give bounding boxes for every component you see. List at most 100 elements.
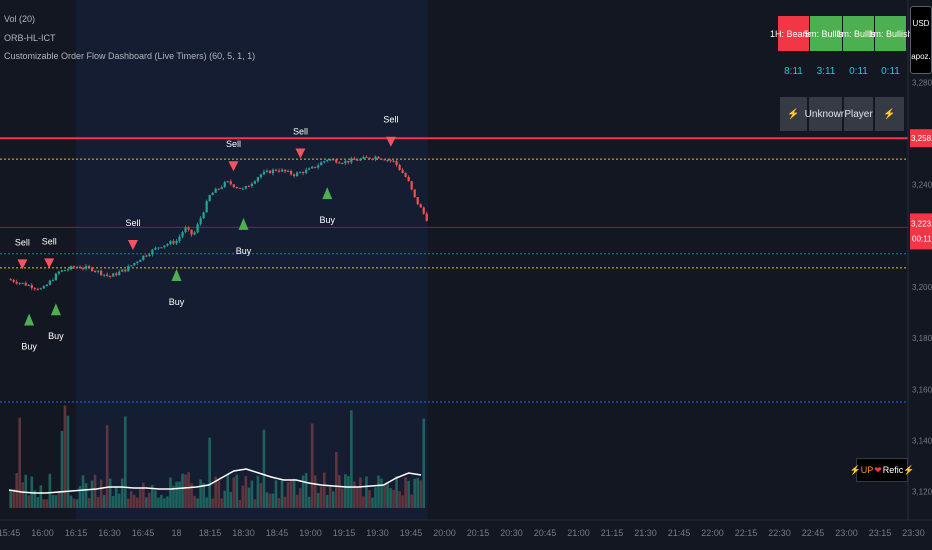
volume-bar (316, 492, 320, 508)
candle-body (317, 165, 320, 168)
volume-bar (51, 494, 55, 508)
candle-body (247, 186, 250, 188)
volume-bar (313, 475, 317, 508)
candle-body (283, 169, 287, 172)
candle-body (232, 184, 235, 188)
candle-body (344, 160, 347, 164)
badge-left: ⚡UP (849, 464, 874, 475)
price-label-red: 3,258.2 (911, 134, 932, 143)
candle-body (425, 213, 428, 221)
volume-bar (169, 477, 172, 508)
candle-body (311, 166, 314, 169)
buy-marker-0 (24, 313, 35, 326)
volume-bar (60, 430, 64, 508)
sell-label-3: Sell (226, 139, 241, 149)
volume-bar (253, 499, 257, 508)
volume-bar (359, 477, 362, 508)
volume-bar (205, 497, 208, 508)
candle-body (87, 266, 91, 268)
candle-body (103, 274, 106, 276)
candle-body (190, 229, 193, 235)
volume-bar (244, 476, 248, 508)
candle-body (302, 172, 305, 174)
volume-bar (226, 473, 230, 508)
candle-body (347, 160, 350, 163)
candle-body (341, 163, 344, 165)
time-tick-4: 16:45 (132, 528, 155, 538)
volume-bar (36, 497, 40, 508)
time-axis[interactable]: 15:45 16:00 16:15 16:30 16:45 18 18:15 18:30 18:… (0, 519, 932, 538)
volume-bar (148, 492, 151, 508)
volume-bar (126, 498, 130, 508)
price-tick-7: 3,140.0 (912, 436, 932, 445)
candle-body (377, 156, 380, 159)
volume-bar (160, 494, 163, 508)
volume-bar (325, 495, 329, 508)
sell-marker-4 (295, 148, 306, 159)
sell-marker-5 (385, 136, 396, 147)
currency-selector[interactable]: USD apoz. (910, 6, 932, 74)
time-tick-22: 22:15 (735, 528, 758, 538)
candle-body (193, 232, 196, 235)
sell-label-5: Sell (383, 115, 398, 125)
time-tick-24: 22:45 (802, 528, 825, 538)
timeframe-1m-cell: 1m: Bullish (837, 16, 881, 51)
candle-body (226, 181, 229, 183)
volume-bar (238, 499, 242, 508)
volume-bar (208, 437, 211, 508)
candle-body (323, 161, 326, 163)
volume-bar (139, 488, 142, 508)
session-shade (76, 0, 428, 520)
volume-bar (123, 416, 127, 508)
candle-body (398, 164, 401, 170)
legend-vol[interactable]: Vol (20) (4, 14, 36, 24)
volume-bar (392, 489, 395, 508)
candle-body (362, 156, 365, 159)
candle-body (75, 266, 79, 268)
volume-bar (66, 415, 70, 508)
volume-bar (81, 475, 85, 508)
volume-bar (117, 493, 121, 508)
candle-body (416, 197, 419, 205)
volume-bar (398, 491, 401, 508)
volume-bar (136, 497, 139, 508)
volume-bar (262, 429, 266, 508)
volume-bar (347, 476, 350, 508)
price-label-current-bg (910, 213, 932, 250)
price-axis[interactable]: 3,280.0 3,240.0 3,200.0 3,180.0 3,160.0 3,140… (907, 0, 932, 520)
time-tick-13: 20:00 (433, 528, 456, 538)
sell-label-1: Sell (42, 236, 57, 246)
candle-body (332, 159, 335, 161)
candle-body (109, 275, 112, 277)
time-tick-27: 23:30 (902, 528, 925, 538)
candle-body (314, 166, 317, 168)
candle-body (166, 243, 169, 246)
candle-body (178, 236, 181, 241)
buy-marker-2 (171, 268, 182, 281)
price-tick-5: 3,180.0 (912, 334, 932, 343)
legend-orb[interactable]: ORB-HL-ICT (4, 33, 56, 43)
volume-bar (341, 488, 344, 508)
legend-dashboard[interactable]: Customizable Order Flow Dashboard (Live … (4, 51, 256, 61)
volume-bar (175, 481, 178, 508)
volume-bar (12, 489, 15, 508)
candles (9, 155, 428, 291)
candle-body (39, 288, 42, 290)
volume-bar (413, 478, 416, 508)
buy-marker-4 (322, 187, 333, 200)
candle-body (27, 285, 30, 287)
candle-body (292, 174, 296, 176)
volume-bar (416, 478, 419, 508)
candle-body (18, 282, 21, 284)
volume-bar (295, 494, 299, 508)
price-tick-4: 3,200.0 (912, 283, 932, 292)
candle-body (383, 159, 386, 161)
price-label-timer: 00:11 (912, 234, 932, 243)
candle-body (335, 159, 338, 163)
candle-body (308, 168, 311, 170)
currency-sub: apoz. (911, 52, 931, 61)
candle-body (271, 169, 275, 174)
candle-body (386, 160, 389, 162)
volume-bar (241, 485, 245, 508)
